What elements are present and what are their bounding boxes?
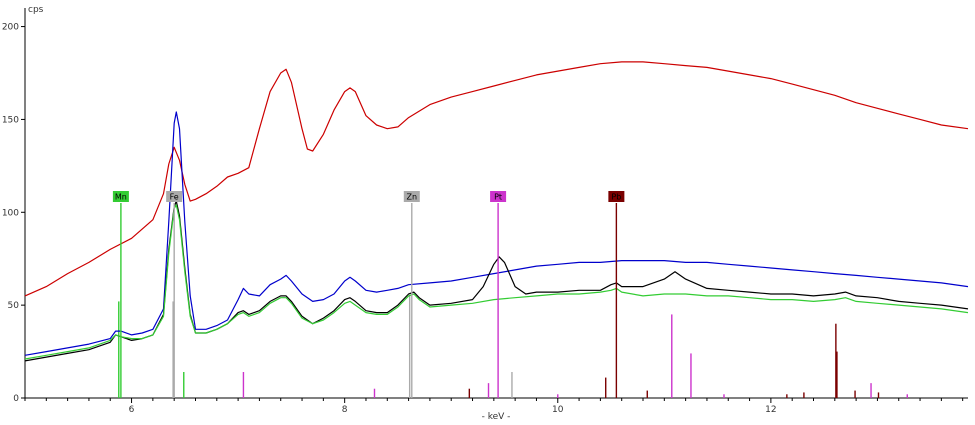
y-tick-label: 100 [2, 208, 19, 218]
x-axis-label: - keV - [482, 412, 511, 422]
axes: cps - keV - [24, 5, 968, 422]
x-tick-label: 6 [129, 405, 135, 415]
element-marker-badge [490, 191, 507, 202]
x-tick-label: 12 [765, 405, 776, 415]
element-marker-label: Pb [611, 193, 621, 202]
x-tick-label: 8 [342, 405, 348, 415]
y-tick-label: 50 [8, 301, 20, 311]
y-tick-label: 150 [2, 115, 19, 125]
element-marker-badge [166, 191, 183, 202]
series-layer [24, 61, 969, 362]
y-tick-label: 0 [13, 394, 19, 404]
spectrum-line-2 [24, 111, 969, 356]
y-tick-label: 200 [2, 23, 19, 33]
y-axis-label: cps [28, 5, 44, 15]
spectrum-line-4 [24, 204, 969, 360]
element-markers: Mn Fe Zn Pt Pb [112, 191, 625, 398]
element-marker-label: Fe [170, 193, 179, 202]
x-tick-label: 10 [552, 405, 564, 415]
spectrum-line-3 [24, 200, 969, 362]
element-marker-label: Pt [494, 193, 502, 202]
element-marker-label: Mn [115, 193, 127, 202]
element-marker-label: Zn [407, 193, 418, 202]
reference-lines [118, 295, 908, 398]
element-marker-badge [112, 191, 129, 202]
y-ticks: 0 50 100 150 200 [2, 23, 25, 404]
element-marker-badge [608, 191, 625, 202]
x-ticks: 6 8 10 12 [24, 398, 964, 415]
element-marker-badge [403, 191, 420, 202]
